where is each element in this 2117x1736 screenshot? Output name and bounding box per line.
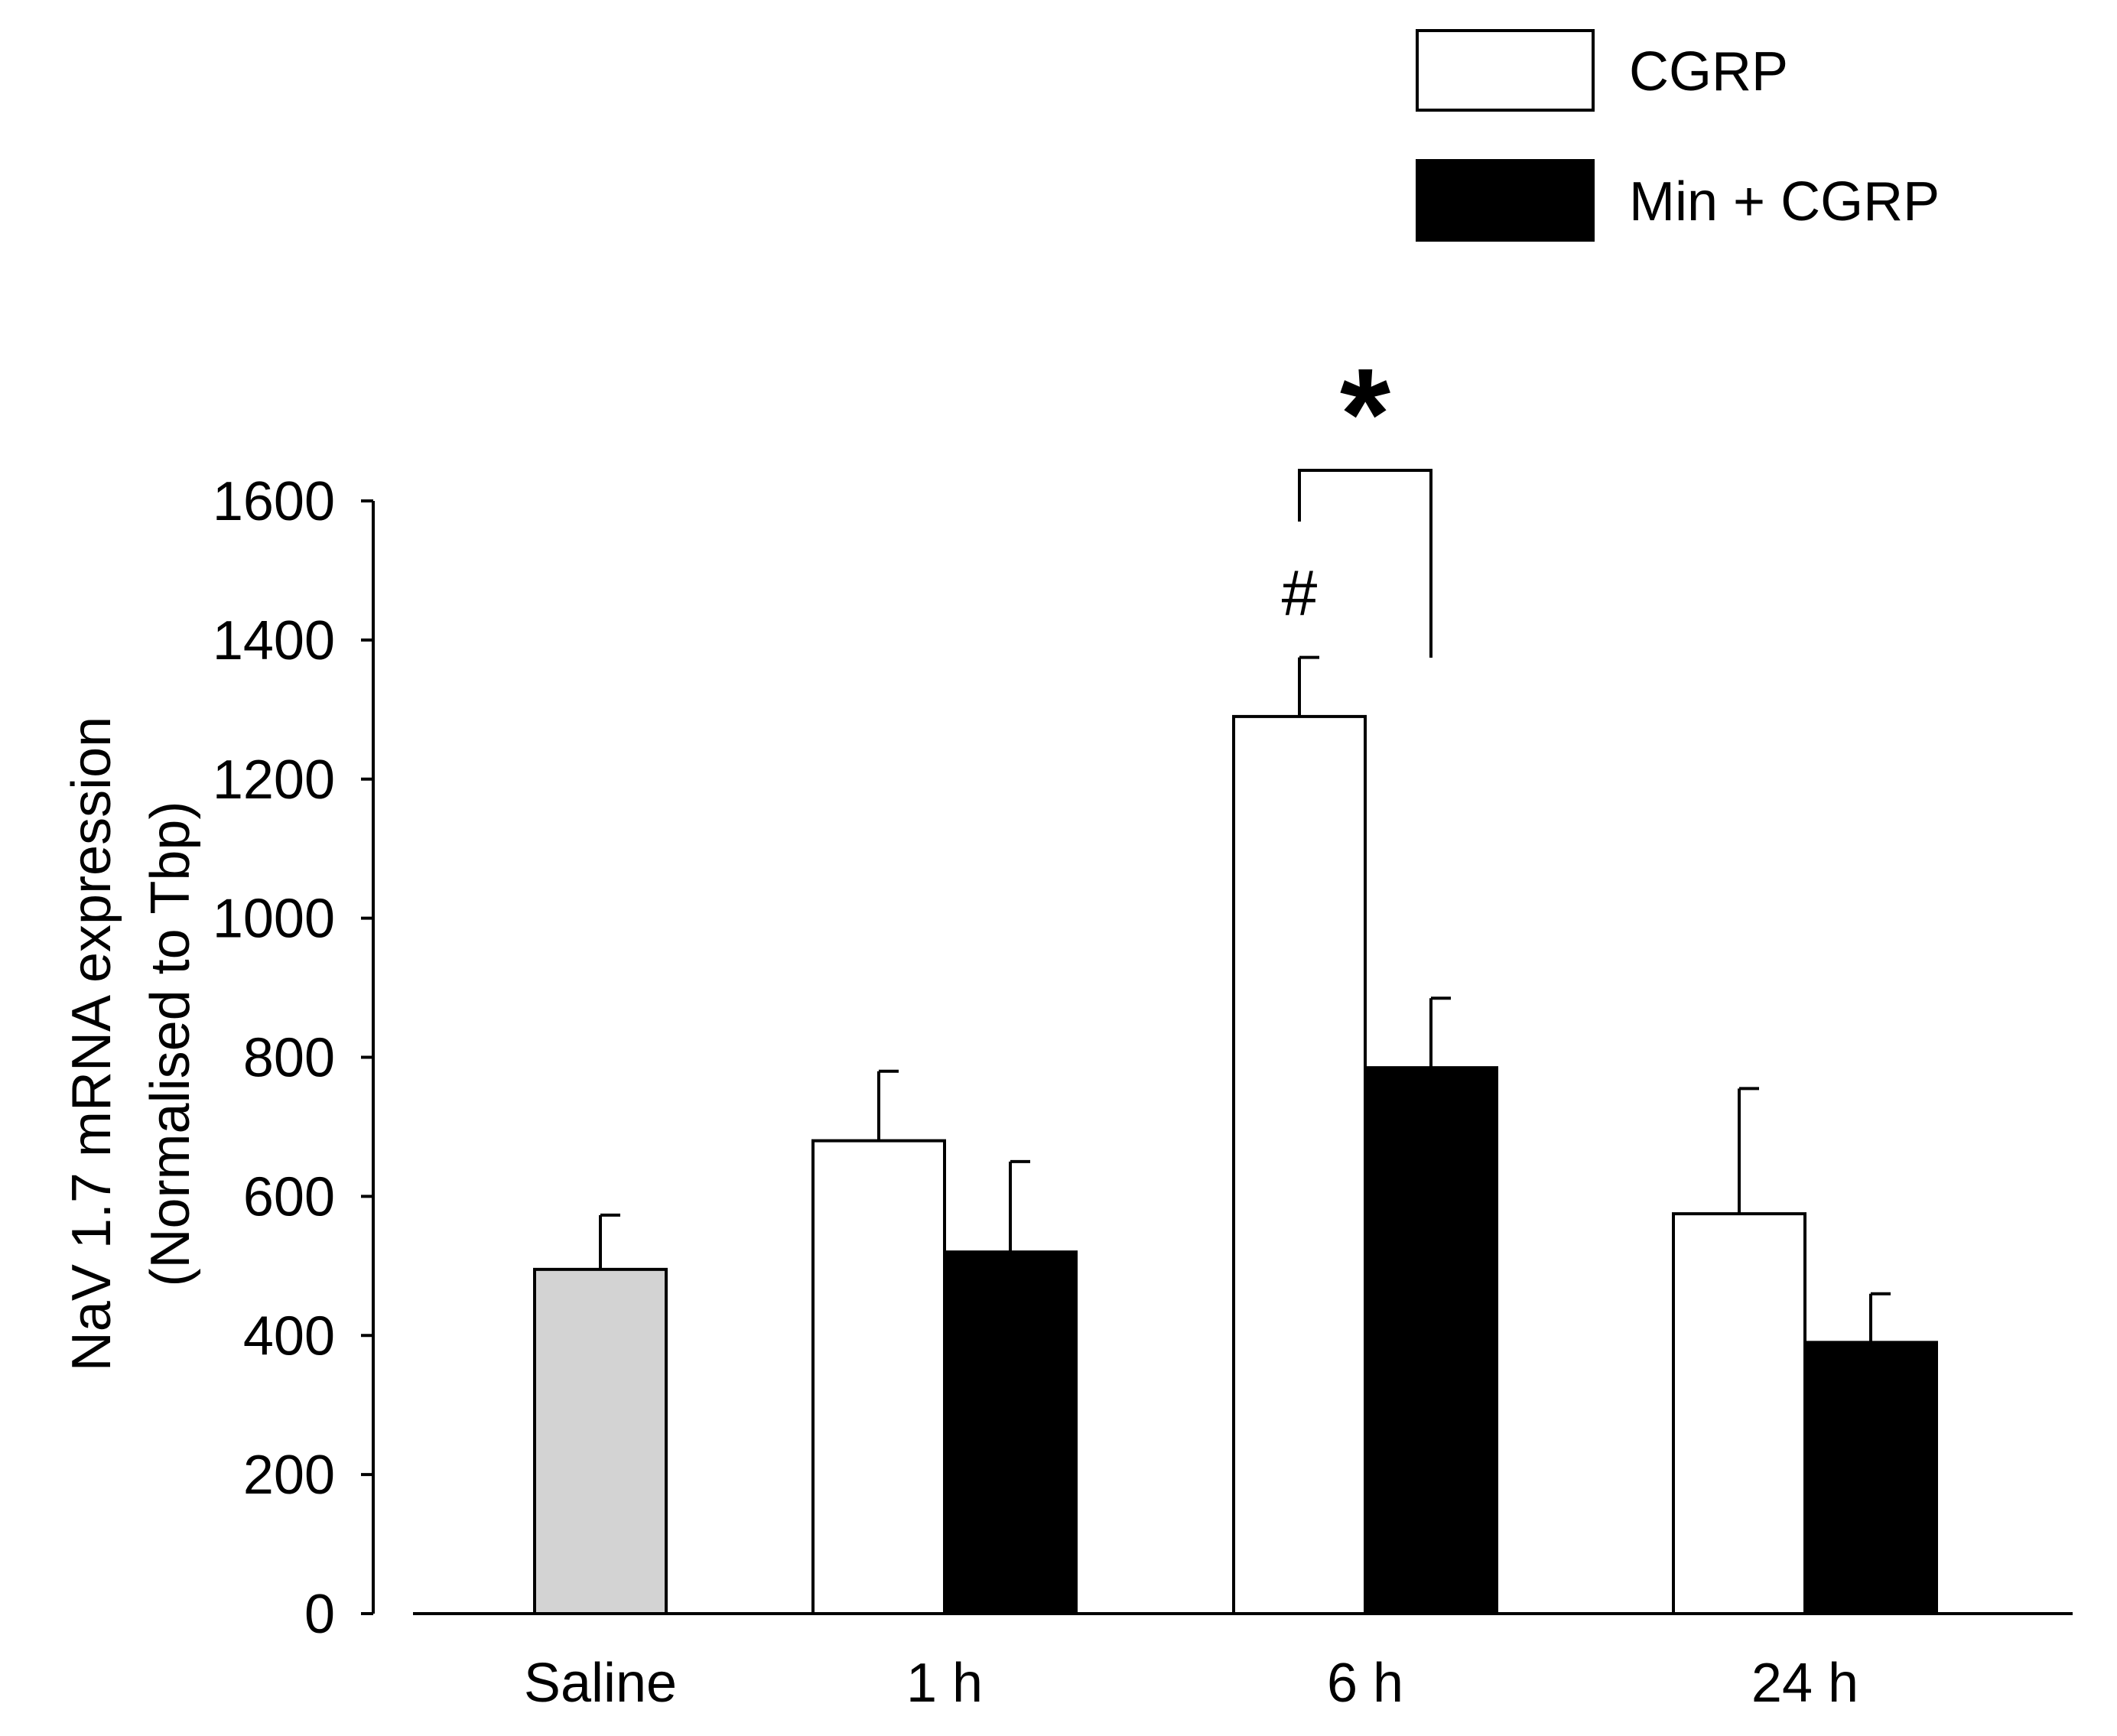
x-tick-label: 6 h [1327, 1653, 1403, 1714]
bar [1803, 1341, 1938, 1615]
annotations: #* [1282, 342, 1432, 658]
y-tick-label: 0 [304, 1584, 335, 1645]
legend: CGRP Min + CGRP [1416, 29, 1940, 242]
legend-label: CGRP [1629, 41, 1788, 102]
y-tick-label: 600 [243, 1166, 335, 1227]
y-tick-label: 200 [243, 1445, 335, 1506]
y-tick-label: 1400 [213, 610, 335, 671]
bar [1364, 1066, 1498, 1615]
x-tick-label: 1 h [906, 1653, 983, 1714]
bar [533, 1267, 668, 1615]
legend-swatch [1416, 29, 1595, 112]
significance-hash: # [1282, 558, 1318, 629]
bar [943, 1250, 1078, 1615]
significance-bracket [1298, 469, 1432, 658]
y-tick-label: 1000 [213, 889, 335, 950]
x-tick-label: 24 h [1751, 1653, 1858, 1714]
legend-swatch [1416, 159, 1595, 242]
y-axis-label-line: (Normalised to Tbp) [140, 801, 201, 1287]
x-axis: Saline 1 h 6 h 24 h [413, 1612, 2073, 1714]
bar [1232, 714, 1367, 1615]
bars [533, 655, 1938, 1615]
bar [811, 1139, 946, 1615]
legend-label: Min + CGRP [1629, 171, 1940, 232]
bar [1672, 1212, 1806, 1615]
y-tick-label: 1600 [213, 471, 335, 532]
significance-star: * [1340, 342, 1390, 487]
y-axis-label-line: NaV 1.7 mRNA expression [61, 717, 122, 1371]
x-tick-label: Saline [524, 1653, 677, 1714]
y-tick-label: 800 [243, 1028, 335, 1089]
y-axis: 0 200 400 600 800 1000 1200 1400 1600 [213, 471, 375, 1645]
y-tick-label: 400 [243, 1305, 335, 1367]
y-tick-label: 1200 [213, 749, 335, 811]
y-axis-label: NaV 1.7 mRNA expression (Normalised to Tb… [61, 717, 201, 1371]
